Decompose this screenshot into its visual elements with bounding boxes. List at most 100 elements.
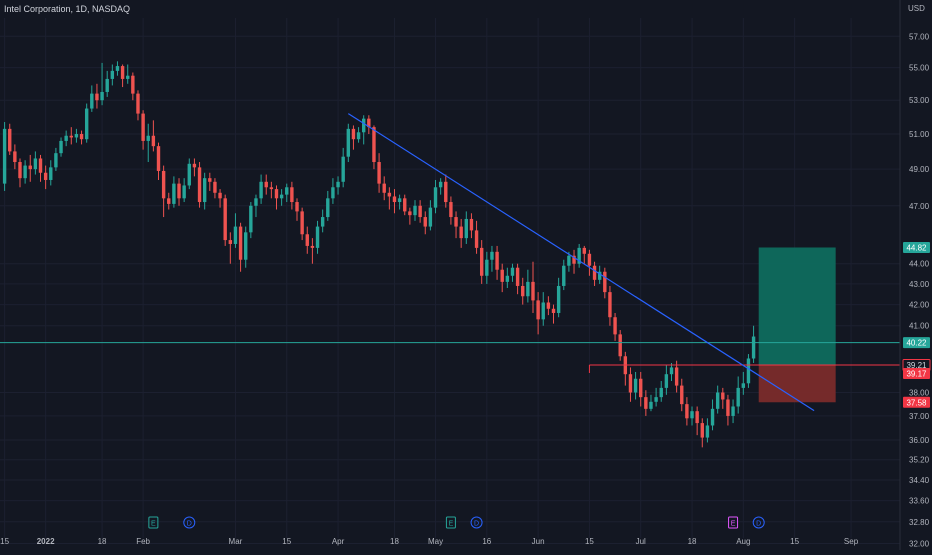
candle-up: [285, 187, 289, 195]
candle-down: [141, 113, 145, 141]
candle-up: [654, 397, 658, 402]
y-tick-label: 57.00: [909, 32, 930, 41]
candle-down: [274, 189, 279, 199]
candle-up: [664, 374, 669, 388]
candle-down: [531, 281, 535, 301]
candle-up: [259, 181, 263, 199]
candle-up: [341, 156, 345, 182]
dividend-marker-label: D: [474, 521, 479, 528]
candle-up: [249, 205, 253, 233]
candle-up: [741, 383, 746, 388]
candle-down: [536, 300, 540, 320]
candle-down: [177, 183, 181, 199]
candle-up: [751, 336, 756, 359]
candle-down: [264, 181, 268, 188]
candle-down: [18, 162, 22, 179]
price-label-box: [903, 396, 930, 408]
candle-down: [377, 162, 381, 184]
candle-down: [444, 181, 448, 203]
y-tick-label: 41.00: [909, 322, 930, 331]
candle-up: [336, 181, 340, 188]
dividend-marker: [752, 516, 765, 529]
candle-up: [490, 251, 494, 260]
candle-up: [331, 187, 335, 199]
candle-down: [423, 217, 427, 227]
candle-down: [613, 317, 617, 335]
candle-down: [295, 202, 299, 212]
x-tick-label: 16: [482, 537, 491, 546]
candle-down: [69, 135, 73, 138]
candle-down: [151, 135, 156, 147]
y-tick-label: 34.40: [909, 476, 930, 485]
candle-up: [105, 78, 109, 92]
candle-down: [674, 367, 679, 386]
candle-up: [510, 267, 515, 276]
candle-down: [218, 192, 222, 199]
y-tick-label: 43.00: [909, 280, 930, 289]
candle-up: [182, 185, 186, 199]
candle-up: [90, 93, 94, 109]
currency-label: USD: [908, 4, 925, 13]
candle-up: [126, 75, 130, 79]
candle-up: [59, 140, 63, 154]
candle-down: [167, 198, 171, 204]
candle-down: [521, 285, 525, 297]
candle-up: [54, 153, 58, 168]
candle-up: [244, 232, 248, 260]
candle-up: [33, 158, 38, 170]
earnings-marker: [445, 516, 456, 529]
candle-up: [690, 411, 694, 419]
candle-up: [110, 70, 115, 79]
candle-down: [587, 253, 592, 266]
x-tick-label: Feb: [136, 537, 150, 546]
y-tick-label: 53.00: [909, 96, 930, 105]
x-tick-label: Aug: [736, 537, 750, 546]
candle-down: [382, 183, 386, 193]
candle-down: [639, 378, 643, 398]
candle-down: [695, 411, 699, 424]
y-tick-label: 33.60: [909, 497, 930, 506]
candle-down: [500, 269, 504, 282]
candle-up: [659, 387, 663, 398]
candle-down: [418, 205, 422, 218]
y-tick-label: 44.00: [909, 260, 930, 269]
candle-down: [685, 404, 689, 419]
candles: [2, 61, 756, 448]
candle-down: [8, 128, 12, 152]
y-tick-label: 49.00: [909, 165, 930, 174]
candle-down: [156, 146, 161, 171]
price-label: 44.82: [906, 243, 927, 252]
candle-up: [49, 167, 53, 180]
x-axis[interactable]: 15 2022 18 Feb Mar 15 Apr 18 May 16 Jun 15 Jul 18 Aug 1…: [0, 537, 859, 546]
candle-down: [197, 167, 202, 203]
x-tick-label: 15: [0, 537, 9, 546]
earnings-marker-label: E: [731, 521, 736, 528]
dividend-marker-label: D: [187, 521, 192, 528]
x-tick-label: Sep: [844, 537, 859, 546]
candle-down: [136, 93, 140, 114]
candle-down: [618, 334, 622, 357]
candle-down: [387, 192, 392, 197]
candle-up: [705, 425, 710, 438]
y-axis[interactable]: 57.00 55.00 53.00 51.00 49.00 47.00 44.00 43.00…: [899, 0, 931, 550]
candle-up: [505, 275, 510, 282]
candle-down: [628, 374, 633, 393]
candle-down: [608, 292, 612, 318]
candle-up: [577, 247, 581, 264]
candle-up: [146, 135, 150, 141]
candle-up: [356, 132, 361, 140]
candle-down: [367, 118, 371, 128]
y-tick-label: 35.20: [909, 456, 930, 465]
price-label: 40.22: [906, 339, 927, 348]
y-tick-label: 51.00: [909, 130, 930, 139]
candle-up: [731, 406, 735, 416]
candle-down: [223, 198, 227, 241]
candle-down: [459, 226, 463, 239]
candle-down: [161, 170, 166, 199]
candle-down: [13, 151, 17, 163]
y-tick-label: 55.00: [909, 64, 930, 73]
drawings[interactable]: [0, 113, 900, 412]
